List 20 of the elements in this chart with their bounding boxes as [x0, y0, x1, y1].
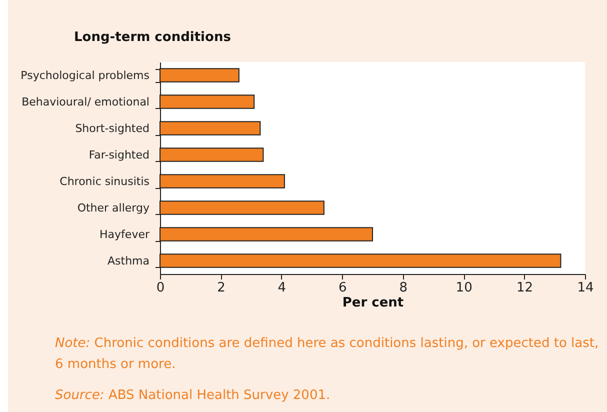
x-tick-label: 2: [217, 280, 226, 296]
y-tick-label: Hayfever: [100, 228, 150, 241]
y-tick-label: Other allergy: [77, 201, 150, 214]
text: Note: Chronic conditions are defined here as conditions lasting, or expected to last, 6 months or more.: [55, 335, 600, 374]
y-tick-label: Short-sighted: [75, 122, 150, 135]
chart-title: Long-term conditions: [74, 30, 232, 45]
y-tick-label: Chronic sinusitis: [60, 174, 150, 188]
x-tick-label: 14: [577, 280, 594, 296]
y-tick-label: Psychological problems: [20, 68, 150, 82]
y-tick-label: Asthma: [108, 254, 150, 268]
y-tick-label: Far-sighted: [88, 148, 150, 162]
x-tick-label: 0: [156, 280, 165, 296]
y-tick-label: Behavioural/ emotional: [22, 95, 150, 108]
x-tick-label: 4: [278, 280, 286, 296]
x-tick-label: 10: [456, 280, 472, 296]
x-tick-label: 8: [399, 280, 408, 296]
source-note: Source: ABS National Health Survey 2001.: [55, 387, 332, 405]
x-axis-title: Per cent: [342, 296, 404, 310]
x-tick-label: 12: [516, 280, 534, 296]
x-tick-label: 6: [338, 280, 347, 296]
